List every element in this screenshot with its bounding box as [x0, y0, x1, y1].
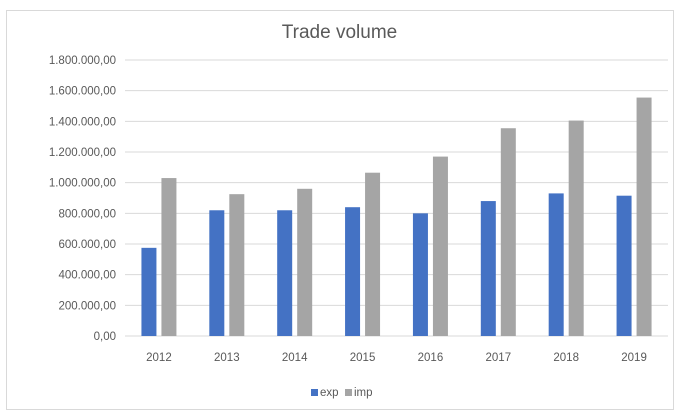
legend-label-imp: imp — [354, 387, 373, 399]
y-axis-ticks: 0,00 200.000,00 400.000,00 600.000,00 800.00… — [49, 55, 116, 343]
bar-imp-2017 — [500, 128, 516, 336]
legend: exp imp — [311, 387, 373, 399]
x-tick-label: 2013 — [214, 352, 240, 364]
bar-exp-2016 — [412, 213, 428, 336]
y-tick-label: 1.400.000,00 — [49, 116, 116, 128]
y-tick-label: 1.800.000,00 — [49, 55, 116, 67]
y-tick-label: 1.600.000,00 — [49, 86, 116, 98]
bar-exp-2019 — [616, 195, 632, 336]
x-tick-label: 2018 — [553, 352, 579, 364]
bar-exp-2018 — [548, 193, 564, 336]
bar-imp-2018 — [568, 120, 584, 336]
x-tick-label: 2012 — [146, 352, 172, 364]
x-tick-label: 2014 — [282, 352, 308, 364]
x-tick-label: 2017 — [486, 352, 512, 364]
y-tick-label: 800.000,00 — [58, 208, 116, 220]
y-tick-label: 0,00 — [94, 331, 116, 343]
bar-exp-2012 — [141, 247, 157, 336]
x-axis-ticks: 2012 2013 2014 2015 2016 2017 2018 2019 — [146, 352, 647, 364]
gridlines — [125, 59, 668, 337]
bar-imp-2013 — [229, 194, 245, 336]
bar-imp-2012 — [161, 178, 177, 336]
legend-swatch-imp — [345, 389, 352, 396]
bar-imp-2015 — [365, 172, 381, 336]
x-tick-label: 2016 — [418, 352, 444, 364]
legend-label-exp: exp — [320, 387, 339, 399]
bar-imp-2016 — [432, 156, 448, 336]
bar-imp-2014 — [297, 188, 313, 336]
y-tick-label: 1.000.000,00 — [49, 178, 116, 190]
y-tick-label: 200.000,00 — [58, 300, 116, 312]
bar-imp-2019 — [636, 97, 652, 336]
y-tick-label: 600.000,00 — [58, 239, 116, 251]
bars — [141, 97, 652, 336]
y-tick-label: 400.000,00 — [58, 270, 116, 282]
bar-exp-2015 — [345, 207, 361, 336]
bar-exp-2017 — [480, 201, 496, 336]
legend-swatch-exp — [311, 389, 318, 396]
bar-exp-2013 — [209, 210, 225, 336]
x-tick-label: 2019 — [621, 352, 647, 364]
x-tick-label: 2015 — [350, 352, 376, 364]
bar-exp-2014 — [277, 210, 293, 336]
chart-title: Trade volume — [281, 22, 398, 43]
y-tick-label: 1.200.000,00 — [49, 147, 116, 159]
